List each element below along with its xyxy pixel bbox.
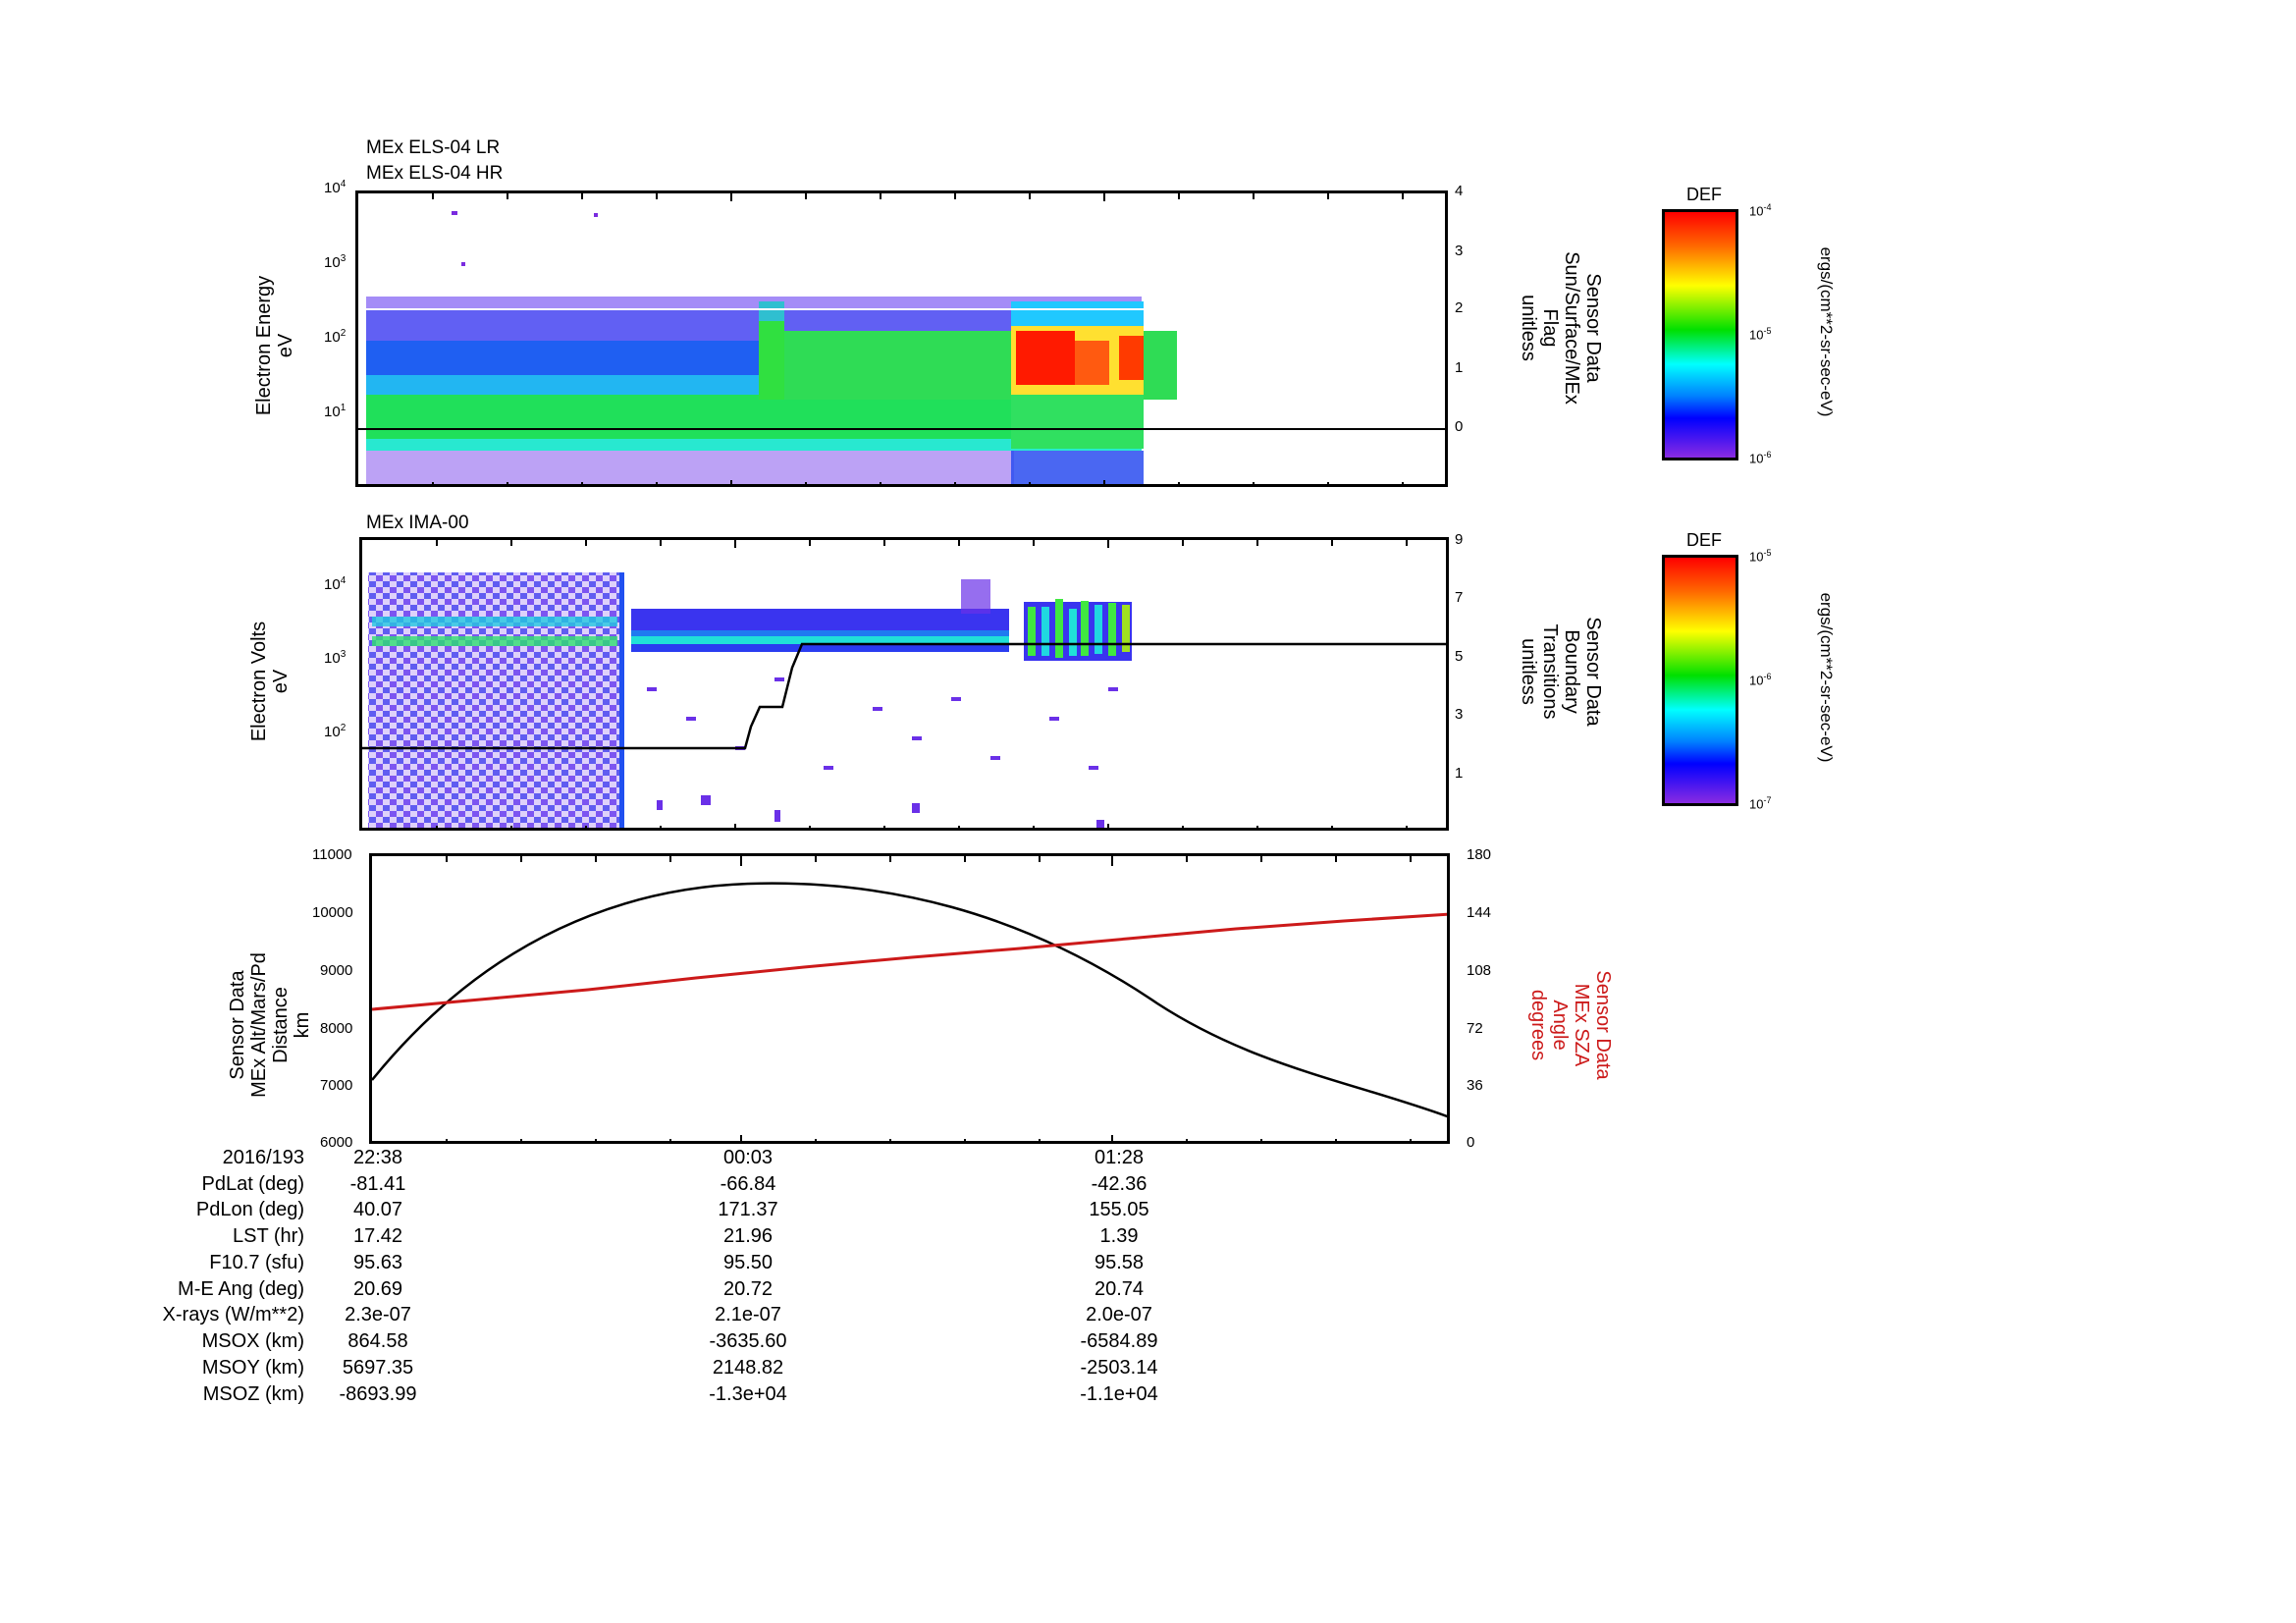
panel3-y2tick-144: 144: [1467, 904, 1492, 921]
panel1-title-hr: MEx ELS-04 HR: [366, 163, 504, 184]
panel3-plot-area: [369, 853, 1450, 1144]
panel1-ytick-1e4: 104: [324, 179, 347, 196]
panel3-ytick-10000: 10000: [312, 904, 353, 921]
colorbar1-mid: 10-5: [1749, 326, 1772, 343]
colorbar2-unit: ergs/(cm**2-sr-sec-eV): [1817, 592, 1836, 763]
panel1-y2label: Sensor Data Sun/Surface/MEx Flag unitles…: [1518, 251, 1604, 405]
panel2-plot-area: [359, 537, 1449, 831]
colorbar1-title: DEF: [1686, 185, 1722, 204]
panel3-line-plot: [372, 856, 1447, 1141]
colorbar2: [1662, 555, 1738, 806]
panel1-plot-area: [355, 190, 1448, 487]
panel3-y2tick-108: 108: [1467, 962, 1492, 979]
ephemeris-table: 2016/193 22:38 00:03 01:28 PdLat (deg) -81.4…: [162, 1147, 1158, 1405]
panel2-y2tick-7: 7: [1455, 589, 1464, 606]
panel1-spectrogram: [358, 193, 1445, 484]
panel2-y2tick-9: 9: [1455, 531, 1464, 548]
panel1-ylabel: Electron Energy eV: [253, 275, 296, 416]
panel2-ylabel: Electron Volts eV: [248, 621, 292, 742]
colorbar2-max: 10-5: [1749, 548, 1772, 565]
panel3-ytick-6000: 6000: [320, 1134, 353, 1151]
colorbar1-max: 10-4: [1749, 202, 1772, 219]
panel3-y2tick-72: 72: [1467, 1020, 1483, 1037]
panel3-ytick-9000: 9000: [320, 962, 353, 979]
colorbar1-unit: ergs/(cm**2-sr-sec-eV): [1817, 246, 1836, 417]
panel1-ytick-1e2: 102: [324, 328, 347, 346]
colorbar1-min: 10-6: [1749, 450, 1772, 466]
panel3-ytick-7000: 7000: [320, 1077, 353, 1094]
panel2-y2tick-3: 3: [1455, 706, 1464, 723]
panel1-ytick-1e1: 101: [324, 403, 347, 420]
panel2-spectrogram: [362, 540, 1446, 828]
panel1-y2tick-3: 3: [1455, 243, 1464, 259]
panel3-y2tick-36: 36: [1467, 1077, 1483, 1094]
panel1-y2tick-1: 1: [1455, 359, 1464, 376]
panel3-y2tick-0: 0: [1467, 1134, 1475, 1151]
panel1-title-lr: MEx ELS-04 LR: [366, 137, 501, 158]
panel2-y2tick-1: 1: [1455, 765, 1464, 782]
panel2-y2label: Sensor Data Boundary Transitions unitles…: [1518, 617, 1604, 727]
colorbar1: [1662, 209, 1738, 460]
panel1-y2tick-0: 0: [1455, 418, 1464, 435]
panel2-title: MEx IMA-00: [366, 513, 469, 533]
panel3-ylabel: Sensor Data MEx Alt/Mars/Pd Distance km: [227, 952, 313, 1098]
panel3-y2tick-180: 180: [1467, 846, 1492, 863]
panel3-ytick-11000: 11000: [312, 846, 352, 863]
panel3-ytick-8000: 8000: [320, 1020, 353, 1037]
panel2-ytick-1e2: 102: [324, 723, 347, 740]
panel1-y2tick-4: 4: [1455, 183, 1464, 199]
panel1-ytick-1e3: 103: [324, 253, 347, 271]
colorbar2-title: DEF: [1686, 530, 1722, 550]
colorbar2-min: 10-7: [1749, 795, 1772, 812]
panel3-y2label: Sensor Data MEx SZA Angle degrees: [1527, 970, 1614, 1080]
panel2-ytick-1e3: 103: [324, 649, 347, 667]
panel2-y2tick-5: 5: [1455, 648, 1464, 665]
panel1-y2tick-2: 2: [1455, 299, 1464, 316]
panel2-ytick-1e4: 104: [324, 575, 347, 593]
colorbar2-mid: 10-6: [1749, 672, 1772, 688]
